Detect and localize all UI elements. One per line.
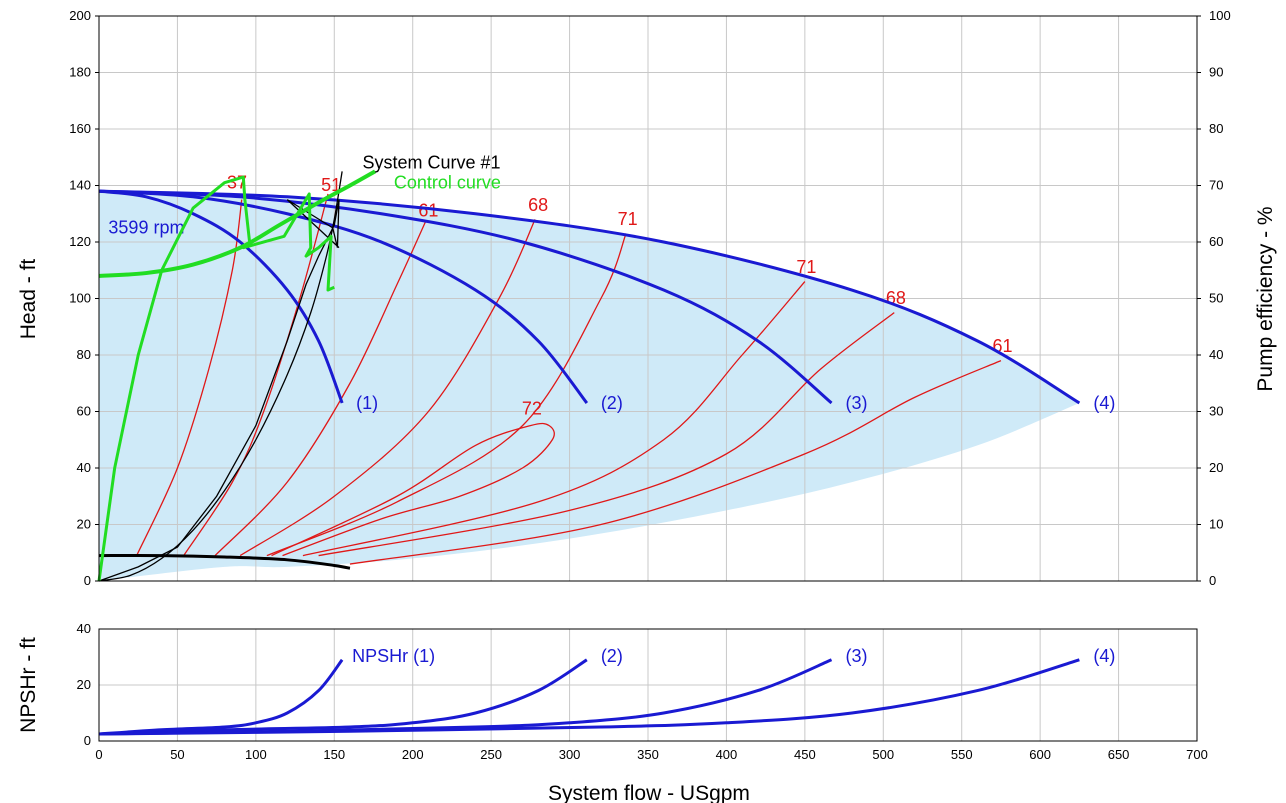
npsh-y-tick-label: 20 bbox=[77, 677, 91, 692]
x-tick-label: 100 bbox=[245, 747, 267, 762]
y-tick-label: 60 bbox=[77, 404, 91, 419]
efficiency-curve bbox=[214, 221, 426, 557]
system-curve-trace bbox=[98, 199, 340, 582]
npshr-curve bbox=[98, 658, 1080, 736]
efficiency-label: 71 bbox=[796, 257, 816, 277]
system-curve-label: System Curve #1 bbox=[363, 153, 501, 173]
operating-region-fill bbox=[99, 191, 1080, 581]
control-curve bbox=[98, 169, 377, 278]
efficiency-curve bbox=[271, 422, 555, 557]
x-tick-label: 0 bbox=[95, 747, 102, 762]
y2-axis-title: Pump efficiency - % bbox=[1254, 206, 1277, 391]
x-tick-label: 300 bbox=[559, 747, 581, 762]
y2-tick-label: 70 bbox=[1209, 178, 1223, 193]
x-tick-label: 200 bbox=[402, 747, 424, 762]
efficiency-curve bbox=[136, 199, 243, 556]
x-tick-label: 150 bbox=[323, 747, 345, 762]
x-tick-label: 450 bbox=[794, 747, 816, 762]
y2-tick-label: 20 bbox=[1209, 460, 1223, 475]
x-tick-label: 500 bbox=[872, 747, 894, 762]
npshr-curve-label: (3) bbox=[846, 646, 868, 666]
npsh-y-axis-title: NPSHr - ft bbox=[17, 637, 40, 733]
efficiency-curve bbox=[302, 281, 806, 557]
efficiency-label: 51 bbox=[321, 175, 341, 195]
y2-tick-label: 80 bbox=[1209, 121, 1223, 136]
y2-tick-label: 100 bbox=[1209, 8, 1231, 23]
y2-tick-label: 10 bbox=[1209, 517, 1223, 532]
efficiency-curve bbox=[349, 360, 1002, 565]
npsh-plot-frame bbox=[98, 628, 1198, 742]
pump-curve-label: (1) bbox=[356, 393, 378, 413]
y2-tick-label: 30 bbox=[1209, 404, 1223, 419]
pump-curve bbox=[98, 189, 833, 405]
efficiency-label: 71 bbox=[618, 209, 638, 229]
y-axis-title: Head - ft bbox=[17, 259, 40, 340]
x-tick-label: 700 bbox=[1186, 747, 1208, 762]
y2-tick-label: 60 bbox=[1209, 234, 1223, 249]
x-tick-label: 550 bbox=[951, 747, 973, 762]
npsh-y-tick-label: 40 bbox=[77, 621, 91, 636]
y-tick-label: 160 bbox=[69, 121, 91, 136]
pump-curve bbox=[98, 189, 1081, 405]
x-tick-label: 650 bbox=[1108, 747, 1130, 762]
x-tick-label: 350 bbox=[637, 747, 659, 762]
y-tick-label: 100 bbox=[69, 291, 91, 306]
x-axis-title: System flow - USgpm bbox=[548, 782, 750, 803]
efficiency-label: 61 bbox=[418, 201, 438, 221]
npshr-curve-label: NPSHr (1) bbox=[352, 646, 435, 666]
y-tick-label: 40 bbox=[77, 460, 91, 475]
control-curve-label: Control curve bbox=[394, 172, 501, 192]
pump-curve bbox=[98, 189, 344, 404]
efficiency-curve bbox=[318, 312, 895, 557]
control-curve-trace bbox=[97, 175, 335, 582]
y2-tick-label: 50 bbox=[1209, 291, 1223, 306]
y-tick-label: 180 bbox=[69, 65, 91, 80]
npsh-y-tick-label: 0 bbox=[84, 733, 91, 748]
npshr-curve bbox=[98, 658, 588, 736]
y-tick-label: 0 bbox=[84, 573, 91, 588]
efficiency-label: 68 bbox=[528, 195, 548, 215]
y-tick-label: 80 bbox=[77, 347, 91, 362]
y-tick-label: 140 bbox=[69, 178, 91, 193]
y-tick-label: 200 bbox=[69, 8, 91, 23]
npshr-curve-label: (4) bbox=[1093, 646, 1115, 666]
minimum-head-curve bbox=[98, 553, 351, 570]
x-tick-label: 50 bbox=[170, 747, 184, 762]
pump-curve-label: (2) bbox=[601, 393, 623, 413]
x-tick-label: 600 bbox=[1029, 747, 1051, 762]
npshr-curve-label: (2) bbox=[601, 646, 623, 666]
y2-tick-label: 90 bbox=[1209, 65, 1223, 80]
x-tick-label: 250 bbox=[480, 747, 502, 762]
x-tick-label: 400 bbox=[716, 747, 738, 762]
y2-tick-label: 40 bbox=[1209, 347, 1223, 362]
y2-tick-label: 0 bbox=[1209, 573, 1216, 588]
pump-curve-label: (3) bbox=[846, 393, 868, 413]
y-tick-label: 20 bbox=[77, 517, 91, 532]
efficiency-label: 72 bbox=[522, 398, 542, 418]
pump-curve bbox=[98, 189, 589, 404]
npshr-curve bbox=[98, 658, 344, 736]
pump-curve-label: (4) bbox=[1093, 393, 1115, 413]
speed-label: 3599 rpm bbox=[108, 218, 184, 238]
y-tick-label: 120 bbox=[69, 234, 91, 249]
system-curve bbox=[98, 171, 343, 582]
efficiency-curve bbox=[183, 193, 329, 556]
efficiency-curve bbox=[239, 219, 536, 557]
